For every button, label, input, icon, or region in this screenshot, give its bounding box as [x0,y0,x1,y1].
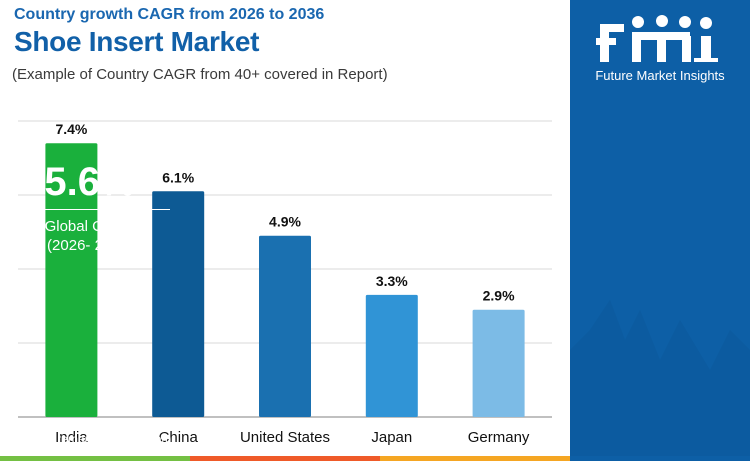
stripe-green [0,456,190,461]
category-label-japan: Japan [371,429,412,446]
stripe-blue [570,456,750,461]
value-label-india: 7.4% [55,121,87,137]
bar-chart: 7.4% India 6.1% China 4.9% United States 3.3% J… [18,120,552,446]
value-label-china: 6.1% [162,169,194,185]
summary-panel [570,0,750,461]
value-label-united-states: 4.9% [269,214,301,230]
value-label-japan: 3.3% [376,273,408,289]
bar-india [45,143,98,417]
global-cagr-period: (2026- 2036) [47,237,133,254]
chart-title: Shoe Insert Market [14,26,260,57]
value-label-germany: 2.9% [483,288,515,304]
bar-united-states [259,235,311,417]
fmi-logo: Future Market Insights [570,12,750,92]
stripe-red [190,456,380,461]
chart-subtitle: Country growth CAGR from 2026 to 2036 [14,6,325,23]
bar-japan [365,294,418,417]
category-label-china: China [159,429,199,446]
brand-name: Future Market Insights [595,68,725,83]
summary-divider [10,209,170,210]
chart-note: (Example of Country CAGR from 40+ covere… [12,66,388,83]
category-label-india: India [55,429,88,446]
website-url[interactable]: www.futuremarketinsights.com [8,432,172,446]
bar-china [152,191,205,417]
category-label-united-states: United States [240,429,330,446]
stripe-orange [380,456,570,461]
bar-germany [472,309,525,417]
chart-panel: Country growth CAGR from 2026 to 2036 Sh… [12,6,552,446]
global-cagr-label: Global CAGR [44,218,136,235]
global-cagr-value: 5.6% [44,160,136,204]
category-label-germany: Germany [468,429,530,446]
panel-texture [570,0,750,461]
logo-mark-icon [596,15,718,62]
